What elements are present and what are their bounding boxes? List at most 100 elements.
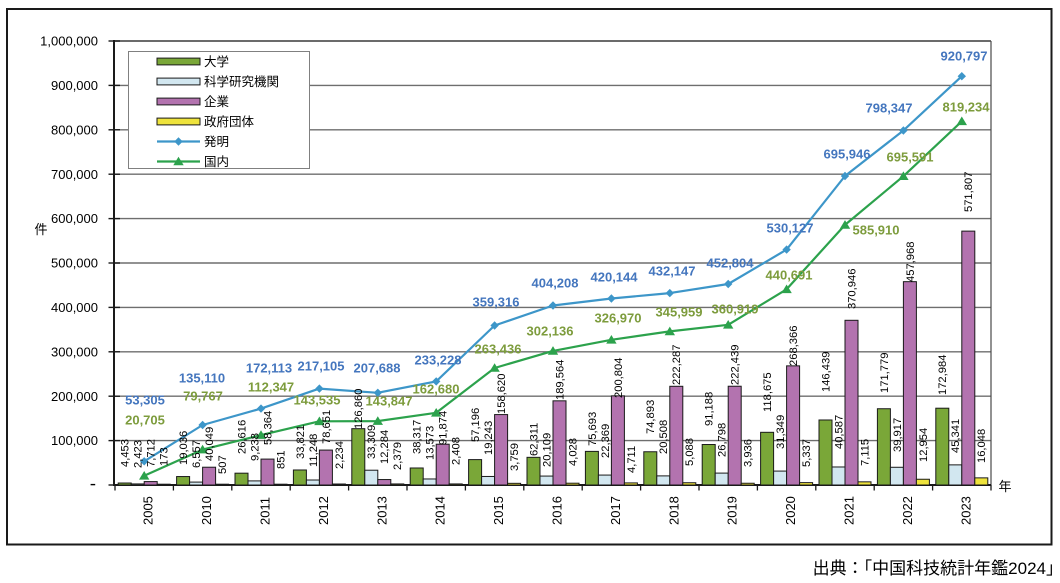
svg-text:2017: 2017 xyxy=(608,496,623,525)
svg-text:798,347: 798,347 xyxy=(866,101,913,116)
svg-text:4,453: 4,453 xyxy=(120,439,132,467)
svg-text:345,959: 345,959 xyxy=(656,305,703,320)
svg-text:2018: 2018 xyxy=(666,496,681,525)
svg-text:発明: 発明 xyxy=(204,135,229,149)
svg-text:2011: 2011 xyxy=(258,497,273,525)
svg-text:79,767: 79,767 xyxy=(183,389,223,404)
svg-text:171,779: 171,779 xyxy=(879,353,891,393)
svg-text:300,000: 300,000 xyxy=(51,344,98,359)
svg-text:26,616: 26,616 xyxy=(236,420,248,454)
svg-text:科学研究機関: 科学研究機関 xyxy=(204,74,279,89)
svg-text:695,946: 695,946 xyxy=(824,147,871,162)
svg-text:585,910: 585,910 xyxy=(853,223,900,238)
svg-text:5,337: 5,337 xyxy=(801,439,813,467)
svg-text:126,860: 126,860 xyxy=(353,389,365,429)
svg-text:3,936: 3,936 xyxy=(743,439,755,467)
svg-text:40,049: 40,049 xyxy=(204,427,216,461)
svg-text:16,048: 16,048 xyxy=(976,429,988,463)
svg-text:530,127: 530,127 xyxy=(767,221,814,236)
svg-text:2,379: 2,379 xyxy=(392,442,404,470)
svg-text:420,144: 420,144 xyxy=(591,270,639,285)
svg-text:440,691: 440,691 xyxy=(766,268,813,283)
svg-text:7,115: 7,115 xyxy=(859,439,871,466)
svg-text:263,436: 263,436 xyxy=(475,342,522,357)
svg-text:5,088: 5,088 xyxy=(684,438,696,466)
svg-text:2016: 2016 xyxy=(550,496,565,525)
svg-text:12,954: 12,954 xyxy=(918,428,930,462)
svg-text:500,000: 500,000 xyxy=(51,256,98,271)
svg-text:39,917: 39,917 xyxy=(892,418,904,452)
svg-text:571,807: 571,807 xyxy=(963,172,975,212)
svg-text:19,243: 19,243 xyxy=(483,421,495,455)
svg-text:2005: 2005 xyxy=(141,496,156,525)
svg-text:大学: 大学 xyxy=(204,54,229,69)
svg-text:507: 507 xyxy=(217,455,229,474)
svg-text:4,711: 4,711 xyxy=(626,446,638,473)
svg-text:年: 年 xyxy=(999,479,1012,494)
svg-text:19,036: 19,036 xyxy=(178,431,190,465)
svg-text:217,105: 217,105 xyxy=(298,359,345,374)
svg-text:2010: 2010 xyxy=(199,496,214,525)
svg-text:112,347: 112,347 xyxy=(248,380,294,395)
svg-text:370,946: 370,946 xyxy=(846,269,858,309)
svg-text:432,147: 432,147 xyxy=(649,264,696,279)
svg-text:2013: 2013 xyxy=(374,496,389,525)
svg-text:100,000: 100,000 xyxy=(51,433,98,448)
svg-text:2019: 2019 xyxy=(725,496,740,525)
svg-text:件: 件 xyxy=(35,222,48,237)
svg-text:20,705: 20,705 xyxy=(125,413,165,428)
svg-text:268,366: 268,366 xyxy=(788,326,800,366)
svg-text:360,919: 360,919 xyxy=(712,302,759,317)
svg-text:2015: 2015 xyxy=(491,496,506,525)
svg-text:2,408: 2,408 xyxy=(451,437,463,465)
svg-text:404,208: 404,208 xyxy=(532,276,579,291)
svg-text:13,573: 13,573 xyxy=(425,426,437,460)
svg-text:143,535: 143,535 xyxy=(294,393,341,408)
svg-text:400,000: 400,000 xyxy=(51,300,98,315)
svg-text:2023: 2023 xyxy=(958,496,973,525)
svg-text:45,341: 45,341 xyxy=(950,419,962,453)
svg-text:920,797: 920,797 xyxy=(941,49,988,64)
svg-text:819,234: 819,234 xyxy=(943,100,991,115)
svg-text:4,028: 4,028 xyxy=(567,438,579,466)
svg-text:出典：「中国科技統計年鑑2024」: 出典：「中国科技統計年鑑2024」 xyxy=(813,559,1060,578)
svg-text:91,874: 91,874 xyxy=(438,411,450,445)
svg-text:78,651: 78,651 xyxy=(321,410,333,444)
svg-text:302,136: 302,136 xyxy=(527,324,574,339)
svg-text:695,591: 695,591 xyxy=(887,150,934,165)
svg-text:1,000,000: 1,000,000 xyxy=(40,34,98,49)
svg-text:600,000: 600,000 xyxy=(51,211,98,226)
svg-text:12,284: 12,284 xyxy=(379,430,391,464)
svg-text:158,620: 158,620 xyxy=(496,374,508,414)
svg-text:75,693: 75,693 xyxy=(587,412,599,446)
svg-text:700,000: 700,000 xyxy=(51,167,98,182)
svg-text:800,000: 800,000 xyxy=(51,122,98,137)
svg-text:118,675: 118,675 xyxy=(762,372,774,412)
svg-text:359,316: 359,316 xyxy=(473,295,520,310)
svg-text:22,369: 22,369 xyxy=(600,424,612,458)
svg-text:326,970: 326,970 xyxy=(595,311,642,326)
svg-text:53,305: 53,305 xyxy=(125,393,165,408)
svg-text:91,188: 91,188 xyxy=(704,392,716,426)
svg-text:222,287: 222,287 xyxy=(671,345,683,385)
svg-text:33,309: 33,309 xyxy=(366,425,378,459)
svg-text:143,847: 143,847 xyxy=(366,394,413,409)
svg-text:135,110: 135,110 xyxy=(179,371,225,386)
svg-text:457,968: 457,968 xyxy=(905,242,917,282)
svg-text:452,804: 452,804 xyxy=(707,256,755,271)
svg-text:企業: 企業 xyxy=(204,94,230,109)
svg-text:74,893: 74,893 xyxy=(645,400,657,434)
svg-text:146,439: 146,439 xyxy=(820,352,832,392)
svg-text:200,000: 200,000 xyxy=(51,389,98,404)
svg-text:31,349: 31,349 xyxy=(775,415,787,449)
svg-text:222,439: 222,439 xyxy=(730,345,742,385)
svg-text:2020: 2020 xyxy=(783,496,798,525)
svg-text:172,113: 172,113 xyxy=(246,361,292,376)
svg-text:189,564: 189,564 xyxy=(554,360,566,400)
svg-text:38,317: 38,317 xyxy=(412,420,424,454)
svg-text:20,508: 20,508 xyxy=(658,420,670,454)
svg-text:162,680: 162,680 xyxy=(413,382,460,397)
svg-text:2,423: 2,423 xyxy=(133,440,145,468)
svg-text:2,234: 2,234 xyxy=(334,441,346,469)
svg-text:2022: 2022 xyxy=(900,496,915,525)
